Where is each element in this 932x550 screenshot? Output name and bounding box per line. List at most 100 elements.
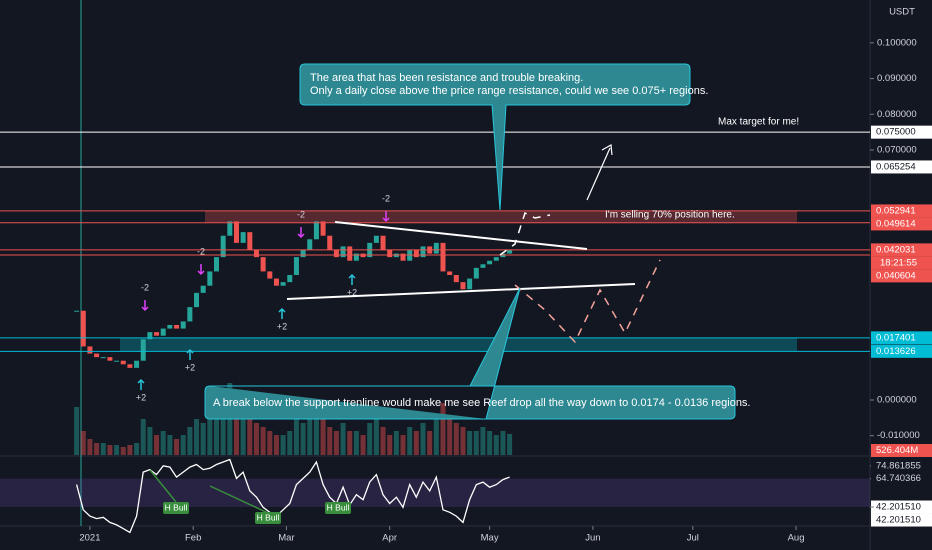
candle [220, 235, 226, 258]
candle [74, 310, 80, 312]
price-label-box [871, 204, 932, 218]
y-tick-label: -0.010000 [877, 430, 920, 441]
signal-arrow [382, 211, 390, 223]
rsi-label-box [871, 472, 932, 486]
signal-label: -2 [197, 246, 205, 256]
resistance-trendline [334, 221, 588, 250]
volume-bar [400, 435, 406, 455]
candle [313, 221, 319, 240]
volume-bar [473, 431, 479, 455]
candle [233, 221, 239, 243]
volume-bar [140, 419, 146, 455]
rsi-label: 74.861855 [876, 460, 921, 471]
resistance-zone [205, 210, 797, 223]
y-tick-label: 0.080000 [877, 109, 917, 120]
volume-bar [287, 431, 293, 455]
volume-bar [187, 427, 193, 455]
volume-bar [300, 423, 306, 455]
candle [347, 246, 353, 261]
candle [413, 250, 419, 258]
volume-bar [253, 423, 259, 455]
candle [480, 264, 486, 268]
candle [154, 332, 160, 336]
volume-bar [194, 419, 200, 455]
volume-bar [487, 431, 493, 455]
countdown: 18:21:55 [880, 257, 917, 268]
candle [140, 339, 146, 361]
candle [180, 321, 186, 329]
price-label-box [871, 243, 932, 257]
candle [320, 221, 326, 236]
rsi-label: 42.201510 [876, 502, 921, 513]
candle [247, 232, 253, 250]
candle [453, 275, 459, 283]
price-label-box [871, 160, 932, 174]
x-tick-label: May [481, 533, 499, 544]
price-label: 0.013626 [876, 346, 916, 357]
volume-bar [507, 433, 513, 455]
divergence-box [163, 502, 189, 514]
rsi-label: 42.201510 [876, 515, 921, 526]
candle [94, 353, 100, 358]
volume-bar [313, 399, 319, 455]
divergence-label: H Bull [165, 502, 188, 512]
candle [467, 278, 473, 290]
divergence-label: H Bull [327, 502, 350, 512]
volume-label: 526.404M [876, 445, 918, 456]
x-tick-label: 2021 [79, 533, 100, 544]
candle [200, 285, 206, 293]
price-label-box [871, 344, 932, 358]
x-tick-label: Jul [687, 533, 699, 544]
volume-bar [367, 423, 373, 455]
candle [300, 250, 306, 258]
signal-arrow [186, 348, 194, 360]
candle [420, 246, 426, 258]
arrow-head [601, 144, 613, 156]
divergence-box [325, 502, 351, 514]
volume-bar [267, 431, 273, 455]
signal-arrow [137, 378, 145, 390]
volume-bar [380, 427, 386, 455]
volume-bar [407, 427, 413, 455]
support-trendline [286, 283, 636, 300]
volume-bar [320, 419, 326, 455]
candle [207, 271, 213, 286]
volume-bar [307, 415, 313, 455]
volume-bar [114, 445, 120, 455]
candle [440, 242, 446, 272]
volume-bar [134, 443, 140, 455]
candle [214, 257, 220, 272]
volume-bar [433, 419, 439, 455]
layer: 0.100000 0.090000 0.080000 0.070000 0.000000… [0, 37, 932, 544]
volume-bar [127, 445, 133, 455]
candle [134, 360, 140, 368]
volume-bar [293, 419, 299, 455]
rsi-label-box [871, 500, 932, 514]
candle [507, 250, 513, 254]
price-label: 0.065254 [876, 161, 916, 172]
annotation: I'm selling 70% position here. [605, 210, 735, 221]
volume-bar [174, 439, 180, 455]
volume-bar [80, 431, 86, 455]
candle [120, 360, 126, 365]
signal-label: +2 [277, 321, 287, 331]
signal-arrow [278, 307, 286, 319]
candle [167, 325, 173, 329]
callout-box [204, 287, 736, 420]
volume-bar [427, 431, 433, 455]
candle [333, 250, 339, 258]
volume-bar [480, 427, 486, 455]
signal-label: +2 [185, 362, 195, 372]
volume-bar [493, 435, 499, 455]
y-tick-label: 0.090000 [877, 73, 917, 84]
countdown-box [871, 256, 932, 270]
price-label: 0.049614 [876, 218, 916, 229]
signal-label: +2 [136, 392, 146, 402]
candle [273, 278, 279, 286]
volume-bar [327, 427, 333, 455]
volume-bar [273, 435, 279, 455]
volume-bar [94, 443, 100, 455]
candle [187, 307, 193, 322]
volume-bar [220, 395, 226, 455]
signal-label: -2 [141, 282, 149, 292]
